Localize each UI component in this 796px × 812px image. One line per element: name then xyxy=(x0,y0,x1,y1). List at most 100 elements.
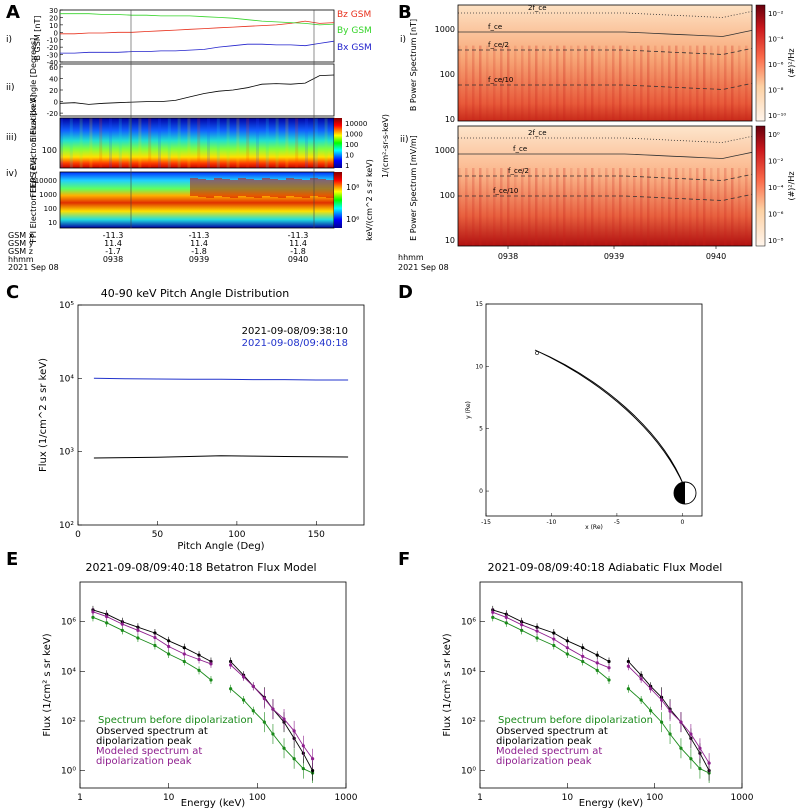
a-iv-blob xyxy=(326,180,334,198)
E-point-0-8 xyxy=(209,678,213,682)
B-ii-streak xyxy=(591,168,594,246)
E-point-2-8 xyxy=(209,662,213,666)
a-iv-blob xyxy=(270,179,278,197)
E-point-2-10 xyxy=(241,675,246,679)
d-xtick-2: -5 xyxy=(614,519,620,526)
b-ii-frame xyxy=(457,125,753,247)
B-i-streak xyxy=(514,45,517,121)
a-iv-ytick-2: 100 xyxy=(44,205,57,213)
B-i-streak xyxy=(563,45,566,121)
legend-bx: Bx GSM xyxy=(337,43,372,53)
F-point-0-5 xyxy=(565,652,569,656)
A-i-series-0 xyxy=(60,20,335,35)
a-iv-colorbar xyxy=(334,172,342,228)
E-point-0-3 xyxy=(136,636,140,640)
E-point-1-4 xyxy=(153,631,157,635)
B-ii-streak xyxy=(542,168,545,246)
B-ii-ytick-1: 100 xyxy=(440,191,455,200)
a-iv-cb-tick-2: 10⁶ xyxy=(346,215,359,224)
F-point-2-15 xyxy=(689,732,693,736)
E-point-2-4 xyxy=(153,635,157,640)
B-i-streak xyxy=(675,45,678,121)
a-iv-blob xyxy=(206,180,214,198)
B-i-streak xyxy=(745,45,748,121)
B-ii-streak xyxy=(689,168,692,246)
B-ii-freq-line-0 xyxy=(458,135,753,143)
F-point-0-4 xyxy=(552,643,556,648)
B-ii-line-label-1: f_ce xyxy=(513,145,527,153)
B-ii-streak xyxy=(472,168,475,246)
E-point-0-13 xyxy=(271,732,275,736)
B-i-streak xyxy=(549,45,552,121)
c-title: 40-90 keV Pitch Angle Distribution xyxy=(101,287,290,300)
B-ii-streak xyxy=(640,168,643,246)
E-point-0-15 xyxy=(292,757,296,761)
panel-c: 40-90 keV Pitch Angle Distribution 0 50 10… xyxy=(38,287,365,552)
B-ii-streak xyxy=(570,168,573,246)
B-ii-streak xyxy=(633,168,636,246)
d-xlabel: x (Re) xyxy=(585,524,603,531)
F-point-2-9 xyxy=(626,664,630,668)
a-iii-streak xyxy=(305,118,308,168)
coord-value-2-2: -1.8 xyxy=(290,247,306,256)
B-ii-streak xyxy=(479,168,482,246)
panel-a-iii: iii) FEEPS Electron Flux [keV] 100 10000… xyxy=(6,95,390,198)
b-x-row-label: hhmm xyxy=(398,253,424,262)
B-i-streak xyxy=(479,45,482,121)
E-xtick-1: 10 xyxy=(163,793,175,803)
B-ii-streak xyxy=(661,168,664,246)
A-ii-ytick-4: -20 xyxy=(47,110,58,118)
a-iii-streak xyxy=(207,118,210,168)
F-series-1-seg-0 xyxy=(492,609,610,662)
B-ii-ytick-2: 10 xyxy=(445,236,455,245)
B-i-streak xyxy=(598,45,601,121)
E-point-1-17 xyxy=(310,769,315,773)
c-xlabel: Pitch Angle (Deg) xyxy=(177,541,264,552)
a-iv-blob xyxy=(294,179,302,197)
B-i-streak xyxy=(626,45,629,121)
panel-a-coord-table: GSM x GSM y GSM z hhmm 2021 Sep 08 -11.3… xyxy=(8,231,308,272)
F-xtick-2: 100 xyxy=(646,793,663,803)
F-point-2-1 xyxy=(504,615,508,619)
a-iii-streak xyxy=(216,118,220,168)
coord-value-1-0: -11.3 xyxy=(189,231,210,240)
F-point-1-8 xyxy=(607,659,611,664)
a-iii-sublabel: iii) xyxy=(6,133,17,143)
B-ii-streak xyxy=(577,168,580,246)
B-ii-streak xyxy=(535,168,538,246)
A-i-ytick-3: 0 xyxy=(54,29,58,37)
B-i-ytick-1: 100 xyxy=(440,70,455,79)
E-point-1-6 xyxy=(182,646,186,650)
d-xtick-0: -15 xyxy=(481,519,491,526)
panel-a-iv: iv) FPI Electron Flux [eV] 10000 1000 100 1… xyxy=(6,157,374,243)
e-xlabel: Energy (keV) xyxy=(181,798,246,809)
B-ii-streak xyxy=(549,168,552,246)
f-frame xyxy=(479,581,743,789)
E-ytick-1: 10⁴ xyxy=(61,667,76,677)
B-i-streak xyxy=(654,45,657,121)
E-point-2-5 xyxy=(167,644,171,649)
A-i-series-2 xyxy=(60,40,335,54)
c-legend-1: 2021-09-08/09:38:10 xyxy=(242,326,348,337)
c-xtick-1: 50 xyxy=(152,530,164,540)
F-point-1-4 xyxy=(552,631,556,635)
B-ii-streak xyxy=(703,168,706,246)
B-i-streak xyxy=(661,45,664,121)
a-ii-ylabel: Elevation Angle [Degrees] xyxy=(29,38,38,143)
B-ii-streak xyxy=(675,168,678,246)
panel-b-ii: ii) E Power Spectrum [mV/m] 1000 100 10 2f… xyxy=(398,125,796,272)
F-point-2-5 xyxy=(565,646,569,650)
B-i-cb-tick-0: 10⁻² xyxy=(768,10,784,18)
A-ii-ytick-2: 20 xyxy=(49,87,58,95)
coord-row-label-3: hhmm xyxy=(8,255,34,264)
a-iii-ylabel: FEEPS Electron Flux [keV] xyxy=(29,95,38,198)
b-ii-sublabel: ii) xyxy=(400,135,409,145)
E-point-0-11 xyxy=(251,709,255,713)
F-ytick-2: 10² xyxy=(461,717,476,727)
F-point-2-2 xyxy=(520,623,524,627)
e-ylabel: Flux (1/cm² s sr keV) xyxy=(42,633,53,736)
b-ii-colorbar xyxy=(755,125,766,247)
a-iii-streak xyxy=(138,118,142,168)
